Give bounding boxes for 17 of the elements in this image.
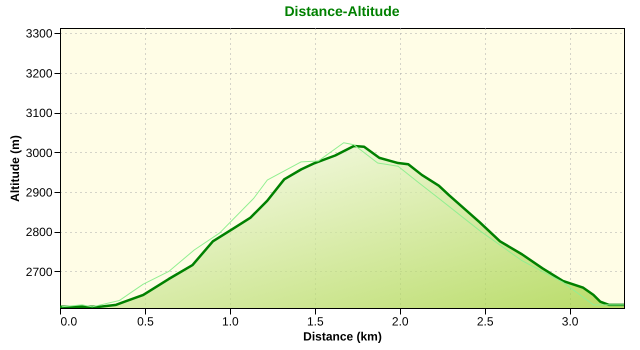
chart-title: Distance-Altitude [284,3,400,20]
y-tick-label: 2700 [26,264,53,279]
x-tick-label: 2.5 [476,314,494,328]
y-axis-title: Altitude (m) [8,135,22,202]
y-tick-label: 2800 [26,225,53,240]
x-tick-label: 2.0 [392,314,409,328]
y-tick-label: 3100 [26,106,53,120]
y-tick-label: 3300 [26,26,53,41]
y-tick-label: 3200 [26,66,53,80]
y-tick-label: 2900 [26,186,53,200]
y-tick-label: 3000 [26,146,53,160]
x-tick-label: 3.0 [562,314,579,328]
x-tick-label: 0.5 [137,314,154,328]
x-tick-label: 1.5 [306,314,324,328]
x-tick-label: 0.0 [60,314,78,328]
x-tick-label: 1.0 [222,314,240,328]
x-axis-title: Distance (km) [303,330,382,344]
